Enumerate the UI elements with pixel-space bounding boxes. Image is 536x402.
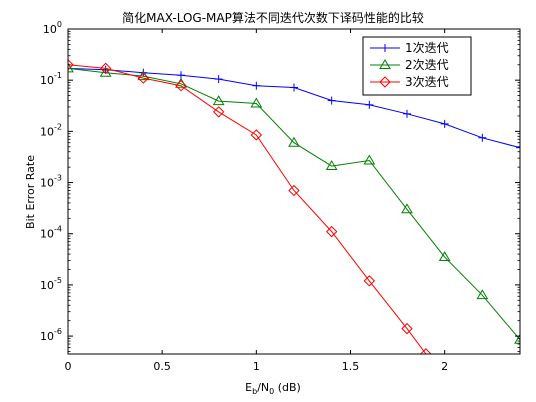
y-tick-exponent: 0 <box>57 20 62 29</box>
x-tick-label: 2 <box>441 360 448 373</box>
data-point <box>478 133 487 142</box>
data-point <box>401 203 413 214</box>
legend-entry-1: 1次迭代 <box>370 41 449 55</box>
legend-label: 1次迭代 <box>405 41 449 55</box>
y-tick-base: 10 <box>40 279 54 292</box>
legend-entry-2: 2次迭代 <box>370 58 449 72</box>
y-tick-base: 10 <box>40 228 54 241</box>
data-point <box>365 100 374 109</box>
y-tick-exponent: -3 <box>54 174 62 183</box>
series-layer <box>68 59 520 354</box>
data-point <box>137 72 150 84</box>
data-point <box>514 333 520 344</box>
x-axis-label-sub1: b <box>252 387 257 396</box>
legend-marker <box>379 76 391 88</box>
y-tick-label: 10-1 <box>40 71 62 87</box>
y-tick-label: 10-5 <box>40 276 62 292</box>
legend-marker <box>381 44 389 52</box>
y-tick-label: 100 <box>43 20 62 36</box>
series-3 <box>68 59 432 354</box>
y-tick-base: 10 <box>40 330 54 343</box>
data-point <box>212 95 225 106</box>
y-tick-label: 10-2 <box>40 122 62 138</box>
x-axis-label-sub2: 0 <box>269 387 274 396</box>
data-point <box>250 97 263 108</box>
data-point <box>252 81 261 90</box>
data-point <box>288 136 300 147</box>
y-tick-label: 10-6 <box>40 327 62 343</box>
plot-frame <box>67 28 521 355</box>
y-tick-label: 10-4 <box>40 225 62 241</box>
data-point <box>290 83 298 92</box>
series-line <box>68 64 427 354</box>
y-tick-base: 10 <box>40 74 54 87</box>
data-point <box>327 96 336 105</box>
chart-title: 简化MAX-LOG-MAP算法不同迭代次数下译码性能的比较 <box>122 10 424 25</box>
y-tick-base: 10 <box>43 23 57 36</box>
data-point <box>476 289 489 300</box>
data-point <box>99 62 112 75</box>
x-axis-label: Eb/N0 (dB) <box>245 381 301 396</box>
legend-label: 2次迭代 <box>405 58 449 72</box>
x-tick-label: 1 <box>253 360 260 373</box>
data-point <box>68 59 74 71</box>
data-point <box>212 106 225 118</box>
y-tick-exponent: -4 <box>54 225 62 234</box>
y-axis-label: Bit Error Rate <box>24 155 37 229</box>
y-tick-exponent: -1 <box>54 71 62 80</box>
y-tick-exponent: -5 <box>54 276 62 285</box>
y-tick-exponent: -2 <box>54 122 62 131</box>
x-axis-label-mid: /N <box>257 381 269 394</box>
x-tick-label: 0 <box>65 360 72 373</box>
y-tick-exponent: -6 <box>54 327 62 336</box>
y-tick-label: 10-3 <box>40 174 62 190</box>
y-tick-base: 10 <box>40 177 54 190</box>
data-point <box>325 160 338 171</box>
data-point <box>363 154 376 165</box>
x-axis-label-tail: (dB) <box>274 381 301 394</box>
data-point <box>420 348 432 354</box>
series-line <box>68 67 520 341</box>
data-point <box>99 66 112 77</box>
legend-marker <box>379 59 391 69</box>
data-point <box>363 275 376 287</box>
data-point <box>325 225 338 238</box>
x-tick-label: 0.5 <box>153 360 171 373</box>
data-point <box>440 119 449 128</box>
x-axis-label-main: E <box>245 381 252 394</box>
y-tick-base: 10 <box>40 125 54 138</box>
data-point <box>516 143 520 152</box>
data-point <box>403 109 411 118</box>
data-point <box>175 79 187 92</box>
data-point <box>214 75 223 84</box>
legend-entry-3: 3次迭代 <box>370 75 449 89</box>
data-point <box>288 184 300 197</box>
data-point <box>438 251 451 262</box>
data-point <box>401 322 413 335</box>
legend: 1次迭代 2次迭代 3次迭代 <box>362 36 472 96</box>
x-tick-label: 1.5 <box>342 360 360 373</box>
data-point <box>250 129 263 141</box>
legend-label: 3次迭代 <box>405 75 449 89</box>
